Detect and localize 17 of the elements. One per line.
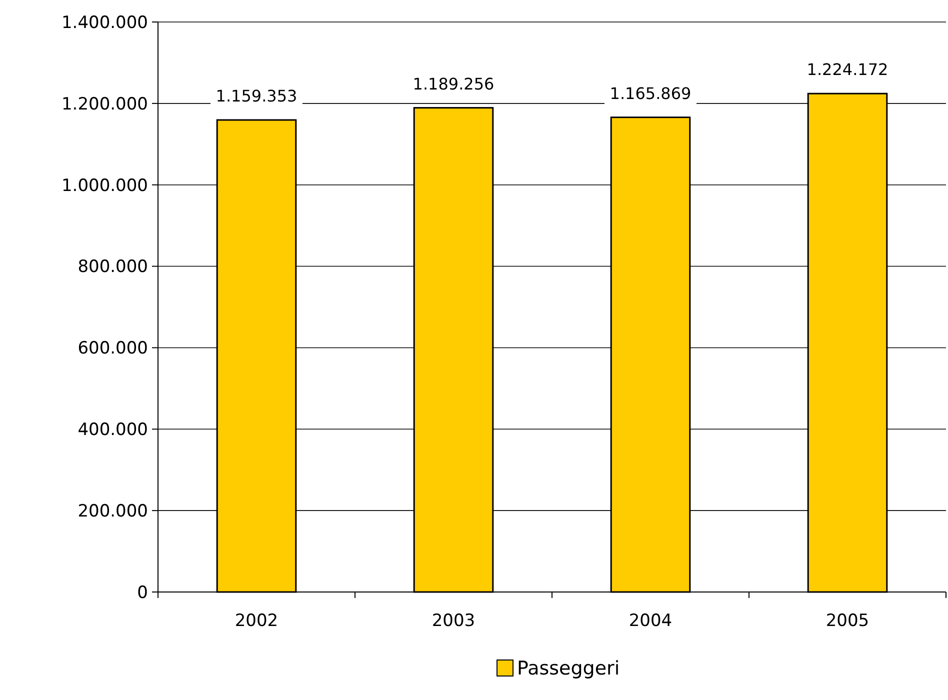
y-tick-label: 0 <box>137 582 148 603</box>
x-tick-label: 2004 <box>628 611 672 631</box>
y-tick-label: 1.000.000 <box>61 176 148 196</box>
legend-label: Passeggeri <box>517 658 620 680</box>
y-tick-label: 400.000 <box>78 420 148 440</box>
data-label: 1.224.172 <box>806 60 888 80</box>
x-tick-label: 2003 <box>432 611 476 631</box>
y-tick-label: 1.200.000 <box>61 94 148 114</box>
x-tick-label: 2002 <box>234 611 278 631</box>
y-tick-label: 800.000 <box>78 257 148 278</box>
y-tick-label: 600.000 <box>78 338 148 359</box>
data-label: 1.165.869 <box>610 84 692 103</box>
data-label: 1.159.353 <box>216 86 298 106</box>
x-tick-label: 2005 <box>826 611 870 631</box>
data-label: 1.189.256 <box>412 74 494 94</box>
y-tick-label: 200.000 <box>78 502 148 522</box>
y-tick-label: 1.400.000 <box>61 12 148 33</box>
